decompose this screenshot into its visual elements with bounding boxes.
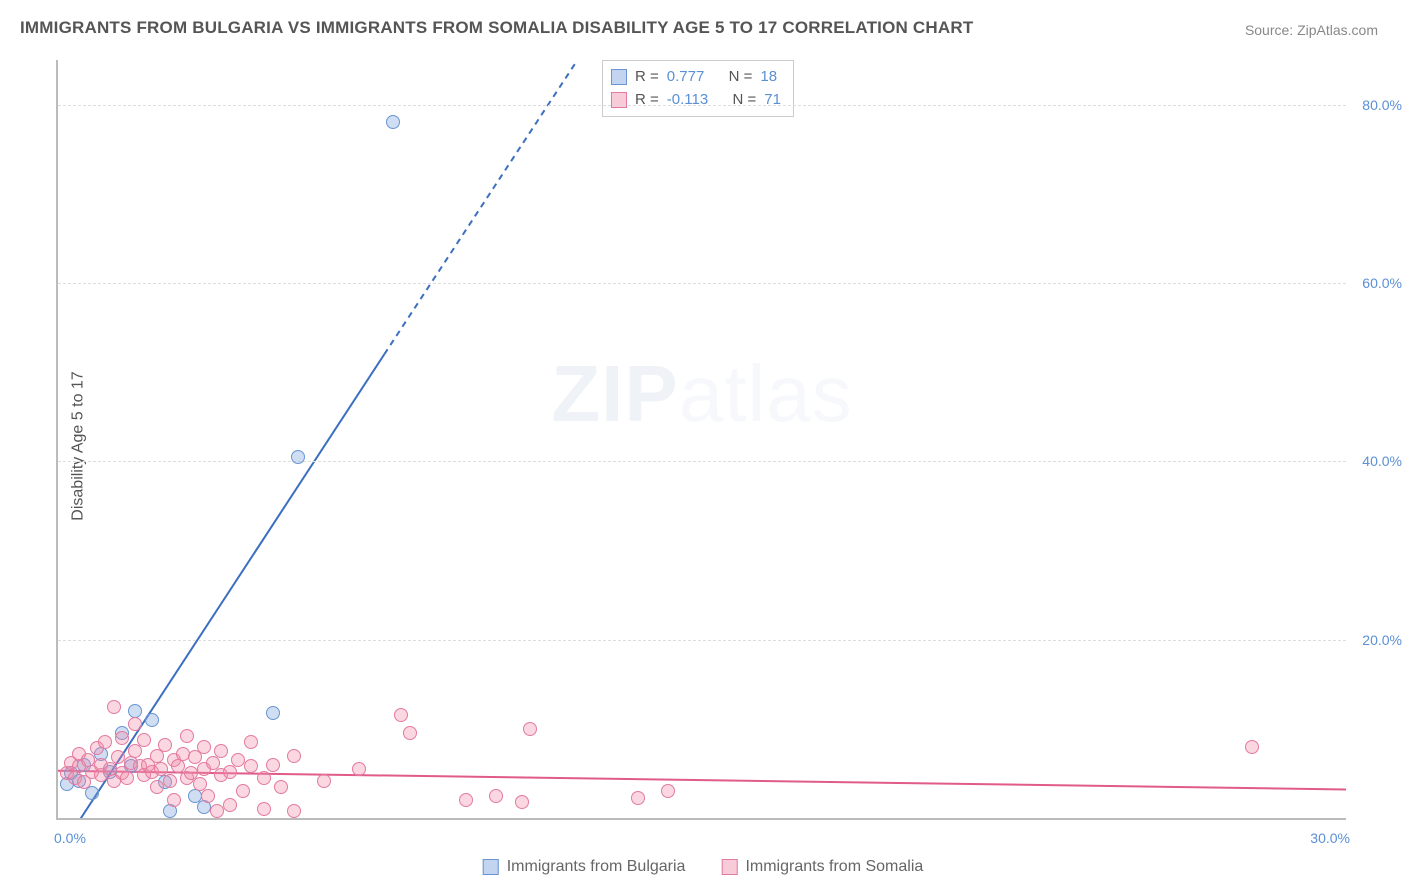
data-point-somalia [515,795,529,809]
data-point-somalia [631,791,645,805]
legend-swatch-somalia [721,859,737,875]
data-point-somalia [257,771,271,785]
data-point-somalia [287,804,301,818]
data-point-somalia [459,793,473,807]
legend-swatch-bulgaria [483,859,499,875]
correlation-stat-box: R = 0.777 N = 18 R = -0.113 N = 71 [602,60,794,117]
legend-label-somalia: Immigrants from Somalia [745,858,923,876]
data-point-somalia [201,789,215,803]
data-point-somalia [210,804,224,818]
data-point-somalia [128,744,142,758]
watermark-bold: ZIP [551,349,678,438]
gridline [58,461,1346,462]
data-point-somalia [150,780,164,794]
watermark: ZIPatlas [551,348,852,440]
data-point-somalia [352,762,366,776]
regression-line [58,771,1346,790]
data-point-somalia [236,784,250,798]
data-point-bulgaria [266,706,280,720]
regression-lines-layer [58,60,1346,818]
data-point-somalia [98,735,112,749]
x-tick-min: 0.0% [54,830,86,846]
data-point-somalia [167,793,181,807]
stat-row-somalia: R = -0.113 N = 71 [611,89,781,112]
r-value-bulgaria: 0.777 [667,66,705,89]
chart-title: IMMIGRANTS FROM BULGARIA VS IMMIGRANTS F… [20,18,973,38]
r-label: R = [635,66,659,89]
data-point-somalia [115,731,129,745]
gridline [58,283,1346,284]
data-point-somalia [206,756,220,770]
data-point-bulgaria [145,713,159,727]
legend-label-bulgaria: Immigrants from Bulgaria [507,858,686,876]
data-point-somalia [214,744,228,758]
data-point-somalia [180,729,194,743]
gridline [58,105,1346,106]
stat-row-bulgaria: R = 0.777 N = 18 [611,66,781,89]
data-point-somalia [158,738,172,752]
data-point-somalia [120,771,134,785]
data-point-bulgaria [386,115,400,129]
data-point-somalia [111,750,125,764]
r-value-somalia: -0.113 [667,89,708,112]
legend-item-somalia: Immigrants from Somalia [721,858,923,876]
data-point-somalia [661,784,675,798]
y-tick-label: 20.0% [1354,632,1402,648]
y-tick-label: 80.0% [1354,97,1402,113]
data-point-somalia [197,740,211,754]
data-point-somalia [223,798,237,812]
n-label: N = [733,89,757,112]
data-point-somalia [403,726,417,740]
data-point-somalia [266,758,280,772]
swatch-bulgaria [611,69,627,85]
data-point-somalia [317,774,331,788]
data-point-somalia [489,789,503,803]
regression-line [75,354,384,818]
data-point-somalia [223,765,237,779]
plot-area: ZIPatlas R = 0.777 N = 18 R = -0.113 N =… [56,60,1346,820]
r-label: R = [635,89,659,112]
data-point-somalia [274,780,288,794]
data-point-somalia [244,759,258,773]
n-label: N = [729,66,753,89]
data-point-somalia [257,802,271,816]
n-value-somalia: 71 [764,89,781,112]
data-point-somalia [128,717,142,731]
legend: Immigrants from Bulgaria Immigrants from… [483,858,924,876]
y-tick-label: 60.0% [1354,275,1402,291]
data-point-somalia [176,747,190,761]
data-point-somalia [523,722,537,736]
source-attribution: Source: ZipAtlas.com [1245,22,1378,38]
chart-container: IMMIGRANTS FROM BULGARIA VS IMMIGRANTS F… [0,0,1406,892]
data-point-somalia [394,708,408,722]
data-point-somalia [287,749,301,763]
data-point-somalia [1245,740,1259,754]
y-tick-label: 40.0% [1354,453,1402,469]
data-point-bulgaria [128,704,142,718]
n-value-bulgaria: 18 [760,66,777,89]
data-point-bulgaria [291,450,305,464]
x-tick-max: 30.0% [1310,830,1350,846]
data-point-somalia [163,774,177,788]
data-point-somalia [244,735,258,749]
legend-item-bulgaria: Immigrants from Bulgaria [483,858,686,876]
data-point-somalia [107,700,121,714]
gridline [58,640,1346,641]
watermark-light: atlas [679,349,853,438]
data-point-somalia [137,733,151,747]
